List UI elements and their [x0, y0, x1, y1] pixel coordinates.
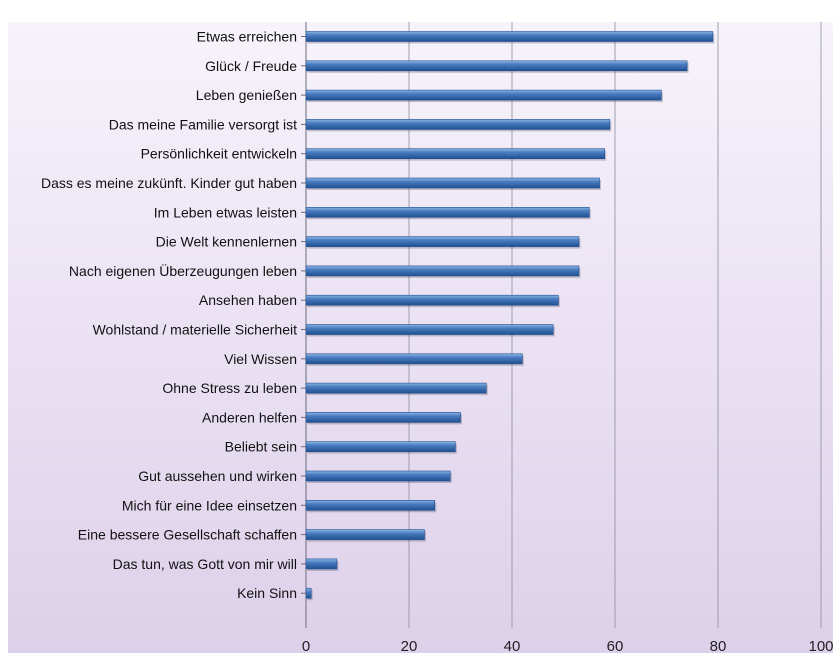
category-label: Mich für eine Idee einsetzen: [122, 497, 297, 513]
category-label: Glück / Freude: [205, 58, 297, 74]
bar: [305, 177, 600, 189]
category-label: Wohlstand / materielle Sicherheit: [93, 322, 298, 338]
bar: [305, 324, 554, 335]
bar: [305, 412, 461, 423]
bar: [305, 382, 487, 394]
category-label: Eine bessere Gesellschaft schaffen: [78, 527, 297, 543]
category-label: Anderen helfen: [202, 409, 297, 425]
category-label: Die Welt kennenlernen: [156, 234, 297, 250]
category-label: Das tun, was Gott von mir will: [113, 556, 297, 572]
bar: [305, 529, 425, 540]
x-tick-labels: 0 20 40 60 80 100: [302, 638, 833, 655]
bar: [305, 119, 611, 130]
bar: [305, 89, 662, 101]
category-label: Kein Sinn: [237, 585, 297, 601]
bar: [305, 470, 451, 482]
x-tick-label: 100: [808, 638, 833, 653]
category-labels: Etwas erreichen Glück / Freude Leben genie…: [41, 29, 297, 602]
category-label: Persönlichkeit entwickeln: [141, 146, 297, 162]
bar: [305, 31, 714, 42]
category-label: Ohne Stress zu leben: [162, 380, 297, 396]
bar: [305, 587, 312, 599]
category-label: Dass es meine zukünft. Kinder gut haben: [41, 175, 297, 191]
bar: [305, 499, 436, 511]
category-label: Etwas erreichen: [197, 29, 297, 45]
x-tick-label: 80: [710, 638, 727, 653]
bar: [305, 265, 580, 277]
bar: [305, 236, 580, 247]
bar: [305, 441, 456, 453]
category-label: Nach eigenen Überzeugungen leben: [69, 262, 297, 279]
bar: [305, 148, 606, 159]
category-label: Leben genießen: [196, 87, 297, 103]
bars: [305, 31, 715, 601]
category-label: Viel Wissen: [224, 351, 297, 367]
bar: [305, 558, 338, 570]
x-tick-label: 40: [504, 638, 521, 653]
x-tick-label: 60: [607, 638, 624, 653]
category-label: Ansehen haben: [199, 292, 297, 308]
bar: [305, 60, 688, 72]
category-label: Das meine Familie versorgt ist: [109, 116, 297, 132]
bar: [305, 353, 523, 365]
category-label: Im Leben etwas leisten: [154, 204, 297, 220]
category-label: Gut aussehen und wirken: [138, 468, 297, 484]
bar: [305, 294, 559, 306]
x-tick-label: 20: [401, 638, 418, 653]
x-tick-label: 0: [302, 638, 310, 653]
category-label: Beliebt sein: [225, 439, 297, 455]
bar: [305, 207, 590, 218]
